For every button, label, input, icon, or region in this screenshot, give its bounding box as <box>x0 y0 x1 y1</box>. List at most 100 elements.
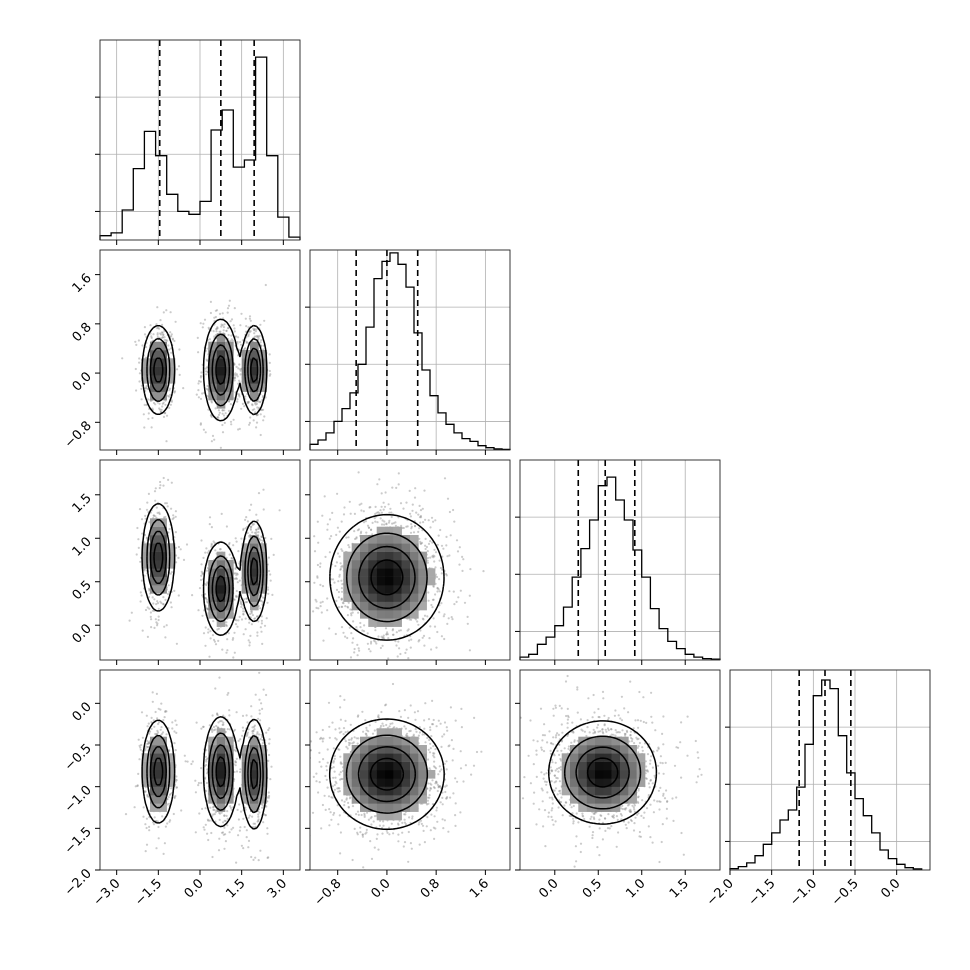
sample-point <box>200 781 203 785</box>
sample-point <box>384 491 387 494</box>
sample-point <box>219 720 222 723</box>
sample-point <box>313 581 316 584</box>
sample-point <box>154 487 157 490</box>
sample-point <box>392 696 394 698</box>
sample-point <box>340 587 343 590</box>
sample-point <box>438 590 441 593</box>
density-cell <box>410 593 419 602</box>
sample-point <box>161 336 164 339</box>
sample-point <box>221 831 225 834</box>
sample-point <box>301 570 303 572</box>
sample-point <box>213 335 216 338</box>
sample-point <box>256 732 259 735</box>
sample-point <box>272 553 275 557</box>
sample-point <box>367 526 371 529</box>
sample-point <box>205 370 208 373</box>
sample-point <box>146 536 149 539</box>
sample-point <box>341 549 344 553</box>
sample-point <box>175 775 178 778</box>
sample-point <box>234 764 237 767</box>
sample-point <box>268 353 271 356</box>
sample-point <box>342 513 346 516</box>
sample-point <box>221 409 224 412</box>
sample-point <box>145 386 148 390</box>
sample-point <box>149 611 152 614</box>
sample-point <box>194 791 197 794</box>
sample-point <box>433 555 436 558</box>
sample-point <box>159 484 162 487</box>
sample-point <box>238 427 241 430</box>
sample-point <box>420 541 424 545</box>
sample-point <box>255 533 258 536</box>
sample-point <box>213 813 216 816</box>
sample-point <box>218 676 221 679</box>
density-cell <box>418 585 427 594</box>
sample-point <box>446 497 450 500</box>
sample-point <box>257 406 260 409</box>
sample-point <box>259 626 262 629</box>
sample-point <box>351 641 354 644</box>
density-cell <box>368 593 377 602</box>
sample-point <box>347 536 350 539</box>
sample-point <box>162 603 165 606</box>
sample-point <box>198 587 202 590</box>
sample-point <box>177 365 181 368</box>
sample-point <box>223 819 226 822</box>
density-cell <box>216 601 226 611</box>
sample-point <box>202 725 205 728</box>
sample-point <box>230 557 233 560</box>
density-cell <box>250 375 259 384</box>
sample-point <box>169 792 172 796</box>
sample-point <box>199 380 202 383</box>
sample-point <box>213 808 216 812</box>
sample-point <box>257 717 260 720</box>
sample-point <box>441 568 444 571</box>
sample-point <box>236 808 239 812</box>
sample-point <box>264 283 267 287</box>
sample-point <box>242 847 245 850</box>
sample-point <box>442 615 445 618</box>
sample-point <box>391 486 394 489</box>
sample-point <box>172 812 175 816</box>
sample-point <box>234 376 237 380</box>
sample-point <box>321 585 325 588</box>
sample-point <box>382 634 385 637</box>
density-cell <box>208 383 217 392</box>
sample-point <box>451 618 454 621</box>
sample-point <box>167 796 170 799</box>
density-cell <box>158 358 167 367</box>
sample-point <box>262 596 265 599</box>
sample-point <box>266 796 269 799</box>
sample-point <box>237 382 240 385</box>
sample-point <box>360 502 363 505</box>
sample-point <box>220 831 224 834</box>
sample-point <box>238 615 241 619</box>
sample-point <box>447 617 450 620</box>
sample-point <box>418 639 421 642</box>
sample-point <box>223 421 226 424</box>
density-cell <box>393 526 402 536</box>
sample-point <box>230 828 233 831</box>
sample-point <box>360 530 363 533</box>
sample-point <box>445 574 448 577</box>
sample-point <box>245 325 248 328</box>
sample-point <box>432 617 435 620</box>
sample-point <box>234 374 237 377</box>
sample-point <box>167 478 170 481</box>
density-cell <box>141 358 151 367</box>
sample-point <box>253 335 256 338</box>
sample-point <box>381 636 385 639</box>
sample-point <box>430 603 433 607</box>
sample-point <box>336 526 339 529</box>
sample-point <box>362 510 365 513</box>
sample-point <box>140 594 143 597</box>
sample-point <box>324 555 327 559</box>
sample-point <box>251 732 254 735</box>
sample-point <box>223 409 226 412</box>
sample-point <box>392 633 395 636</box>
sample-point <box>268 742 271 745</box>
sample-point <box>267 556 270 559</box>
density-cell <box>225 383 234 392</box>
sample-point <box>235 365 238 368</box>
sample-point <box>138 744 141 747</box>
